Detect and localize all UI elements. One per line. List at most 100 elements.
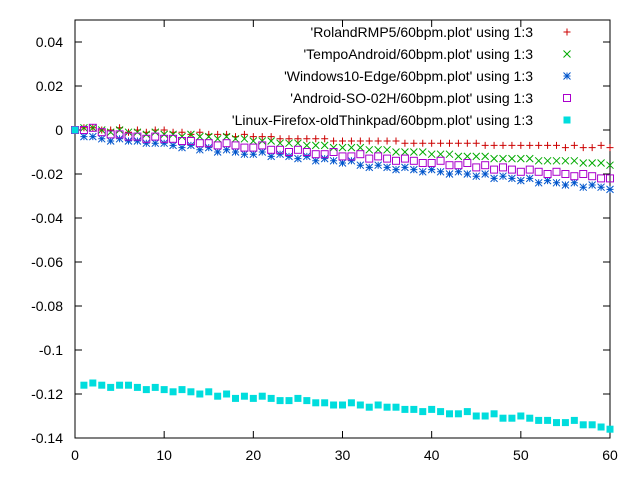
data-point xyxy=(508,154,516,163)
data-point xyxy=(534,178,543,187)
legend-label: 'Windows10-Edge/60bpm.plot' using 1:3 xyxy=(284,68,533,84)
data-point xyxy=(499,163,507,172)
data-point xyxy=(428,405,436,413)
data-point xyxy=(160,139,169,148)
data-point xyxy=(561,170,570,178)
data-point xyxy=(330,137,338,145)
series-2 xyxy=(71,123,614,170)
data-point xyxy=(142,130,151,139)
data-point xyxy=(258,133,266,141)
data-point xyxy=(588,421,596,429)
data-point xyxy=(303,135,311,143)
data-point xyxy=(508,141,516,149)
data-point xyxy=(258,141,267,150)
data-point xyxy=(579,159,588,167)
data-point xyxy=(151,128,160,137)
data-point xyxy=(552,178,561,187)
data-point xyxy=(543,170,552,178)
data-point xyxy=(88,123,97,132)
data-point xyxy=(276,150,284,159)
data-point xyxy=(499,141,507,149)
data-point xyxy=(579,144,587,152)
data-point xyxy=(160,134,169,143)
data-point xyxy=(570,141,578,149)
data-point xyxy=(579,421,587,429)
y-tick-label: -0.14 xyxy=(31,430,63,446)
data-point xyxy=(490,141,498,149)
data-point xyxy=(517,141,525,149)
data-point xyxy=(374,401,382,409)
data-point xyxy=(392,165,400,174)
data-point xyxy=(374,161,383,170)
data-point xyxy=(195,145,204,154)
data-point xyxy=(249,394,257,402)
data-point xyxy=(142,139,151,148)
data-point xyxy=(178,386,186,394)
data-point xyxy=(187,141,195,150)
x-tick-label: 50 xyxy=(513,447,529,463)
legend-marker xyxy=(563,28,571,36)
data-point xyxy=(374,137,382,145)
data-point xyxy=(365,145,374,154)
series-3 xyxy=(71,126,614,194)
y-tick-label: 0.02 xyxy=(36,78,63,94)
data-point xyxy=(267,133,275,141)
data-point xyxy=(543,176,552,185)
data-point xyxy=(490,165,499,174)
data-point xyxy=(490,174,498,183)
data-point xyxy=(356,143,365,152)
data-point xyxy=(267,394,275,402)
data-point xyxy=(302,148,311,156)
data-point xyxy=(187,388,195,396)
data-point xyxy=(115,126,124,134)
data-point xyxy=(597,141,605,149)
data-point xyxy=(472,163,481,172)
y-tick-label: -0.1 xyxy=(39,342,63,358)
data-point xyxy=(552,167,561,176)
data-point xyxy=(267,152,276,161)
legend-entry: 'Windows10-Edge/60bpm.plot' using 1:3 xyxy=(284,68,571,84)
data-point xyxy=(436,150,445,159)
data-point xyxy=(570,172,579,181)
data-point xyxy=(454,410,462,418)
data-point xyxy=(124,137,133,145)
data-point xyxy=(338,152,347,161)
data-point xyxy=(365,163,374,172)
data-point xyxy=(124,132,133,141)
data-point xyxy=(446,410,453,418)
data-point xyxy=(311,150,320,159)
data-point xyxy=(517,412,525,420)
data-point xyxy=(454,161,463,170)
data-point xyxy=(392,156,400,165)
data-point xyxy=(463,408,471,416)
data-point xyxy=(196,390,204,398)
y-tick-label: -0.02 xyxy=(31,166,63,182)
data-point xyxy=(561,181,570,189)
data-point xyxy=(454,167,463,176)
data-point xyxy=(400,154,409,163)
data-point xyxy=(89,379,97,387)
data-point xyxy=(419,408,427,416)
data-point xyxy=(240,134,249,143)
data-point xyxy=(214,130,222,138)
data-point xyxy=(293,145,302,154)
data-point xyxy=(88,123,97,132)
data-point xyxy=(356,150,365,159)
y-tick-label: -0.04 xyxy=(31,210,63,226)
data-point xyxy=(490,410,498,418)
data-point xyxy=(552,156,561,165)
data-point xyxy=(606,161,614,170)
data-point xyxy=(401,405,409,413)
data-point xyxy=(249,143,258,152)
data-point xyxy=(383,163,391,172)
data-point xyxy=(312,399,320,407)
data-point xyxy=(427,150,436,159)
data-point xyxy=(133,128,142,137)
data-point xyxy=(606,425,614,433)
legend-label: 'TempoAndroid/60bpm.plot' using 1:3 xyxy=(304,46,534,62)
data-point xyxy=(561,419,569,427)
data-point xyxy=(507,165,516,174)
data-point xyxy=(428,139,436,147)
data-point xyxy=(436,156,445,165)
data-point xyxy=(481,412,489,420)
